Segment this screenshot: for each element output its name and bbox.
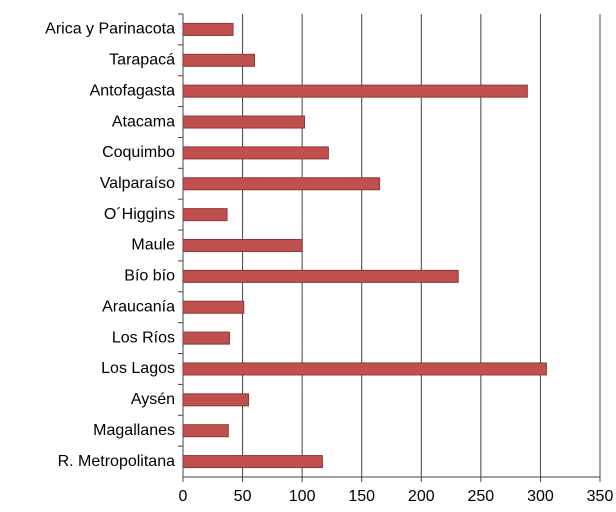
bar bbox=[182, 424, 229, 438]
x-tick-label: 150 bbox=[348, 488, 375, 505]
bar bbox=[182, 115, 306, 129]
bar bbox=[182, 22, 234, 36]
y-tick-label: Los Ríos bbox=[112, 329, 175, 346]
y-tick-label: O´Higgins bbox=[104, 206, 175, 223]
bar bbox=[182, 53, 255, 67]
y-tick-label: Maule bbox=[131, 237, 175, 254]
bar bbox=[182, 239, 303, 252]
bar bbox=[182, 146, 329, 160]
y-tick-label: Aysén bbox=[131, 391, 175, 408]
y-tick-label: Araucanía bbox=[102, 298, 175, 315]
bar bbox=[182, 300, 245, 314]
bar bbox=[182, 84, 528, 98]
y-tick-label: Antofagasta bbox=[90, 82, 176, 99]
bar bbox=[182, 455, 323, 469]
y-tick-label: Atacama bbox=[112, 113, 175, 130]
bar bbox=[182, 177, 381, 191]
y-tick-label: R. Metropolitana bbox=[58, 453, 175, 470]
x-tick-label: 200 bbox=[408, 488, 435, 505]
bar bbox=[182, 208, 228, 222]
bar bbox=[182, 362, 547, 376]
bar bbox=[182, 393, 250, 407]
y-tick-label: Bío bío bbox=[124, 268, 175, 285]
x-tick-label: 350 bbox=[587, 488, 614, 505]
bar bbox=[182, 331, 230, 345]
x-tick-label: 250 bbox=[468, 488, 495, 505]
y-tick-label: Arica y Parinacota bbox=[45, 21, 175, 38]
y-tick-label: Tarapacá bbox=[109, 52, 175, 69]
x-tick-label: 50 bbox=[234, 488, 252, 505]
y-tick-label: Los Lagos bbox=[101, 360, 175, 377]
y-tick-label: Valparaíso bbox=[100, 175, 175, 192]
x-tick-label: 100 bbox=[289, 488, 316, 505]
bar bbox=[182, 269, 459, 283]
y-tick-label: Magallanes bbox=[93, 422, 175, 439]
x-tick-label: 0 bbox=[179, 488, 188, 505]
y-tick-label: Coquimbo bbox=[102, 144, 175, 161]
x-tick-label: 300 bbox=[527, 488, 554, 505]
